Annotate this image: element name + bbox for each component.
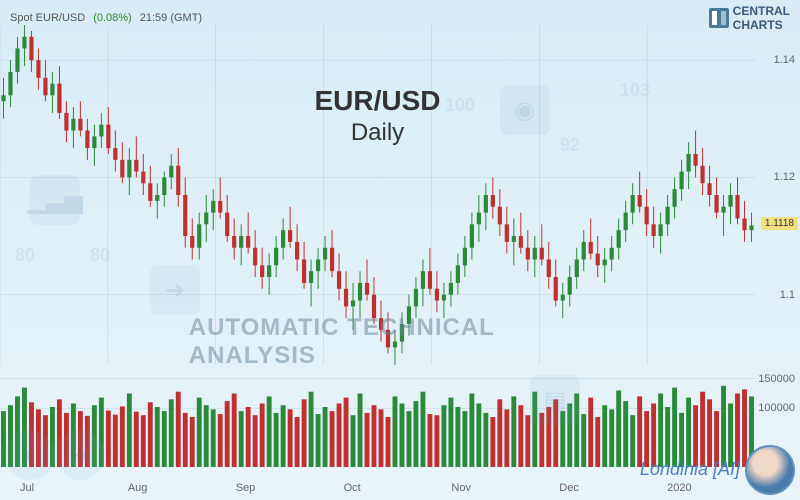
chart-title: EUR/USD Daily xyxy=(314,85,440,147)
pair-label: EUR/USD xyxy=(314,85,440,117)
y-tick: 1.14 xyxy=(774,54,795,66)
current-price-badge: 1.1118 xyxy=(761,217,798,230)
wm-circle-icon: ◐ xyxy=(5,430,55,480)
vol-tick: 150000 xyxy=(758,373,795,385)
vol-tick: 100000 xyxy=(758,402,795,414)
y-axis: 1.1 1.12 1.14 1.1118 100000 150000 xyxy=(755,25,800,500)
timestamp: 21:59 (GMT) xyxy=(140,12,202,24)
y-tick: 1.12 xyxy=(774,171,795,183)
wm-circle2-icon: ➜ xyxy=(55,430,105,480)
wm-label-a: 80 xyxy=(15,245,35,266)
avatar-icon xyxy=(745,445,795,495)
subtitle-text: AUTOMATIC TECHNICAL ANALYSIS xyxy=(189,314,567,370)
wm-compass-icon: ◉ xyxy=(500,85,550,135)
change-percent: (0.08%) xyxy=(93,12,132,24)
wm-label-d: 100 xyxy=(445,95,475,116)
wm-arrow-icon: ➜ xyxy=(150,265,200,315)
wm-chart-icon: ▁▃▅ xyxy=(30,175,80,225)
wm-doc-icon: ▤ xyxy=(530,375,580,425)
chart-container[interactable]: ▁▃▅ ➜ ◉ ▤ ◐ ➜ 80 80 92 100 103 EUR/USD D… xyxy=(0,25,755,500)
wm-label-e: 103 xyxy=(620,80,650,101)
wm-label-c: 92 xyxy=(560,135,580,156)
y-tick: 1.1 xyxy=(780,289,795,301)
timeframe-label: Daily xyxy=(314,119,440,147)
logo-text-top: CENTRAL xyxy=(733,4,790,18)
ai-brand: Londinia [AI] xyxy=(640,459,740,480)
wm-label-b: 80 xyxy=(90,245,110,266)
instrument-name: Spot EUR/USD xyxy=(10,12,85,24)
